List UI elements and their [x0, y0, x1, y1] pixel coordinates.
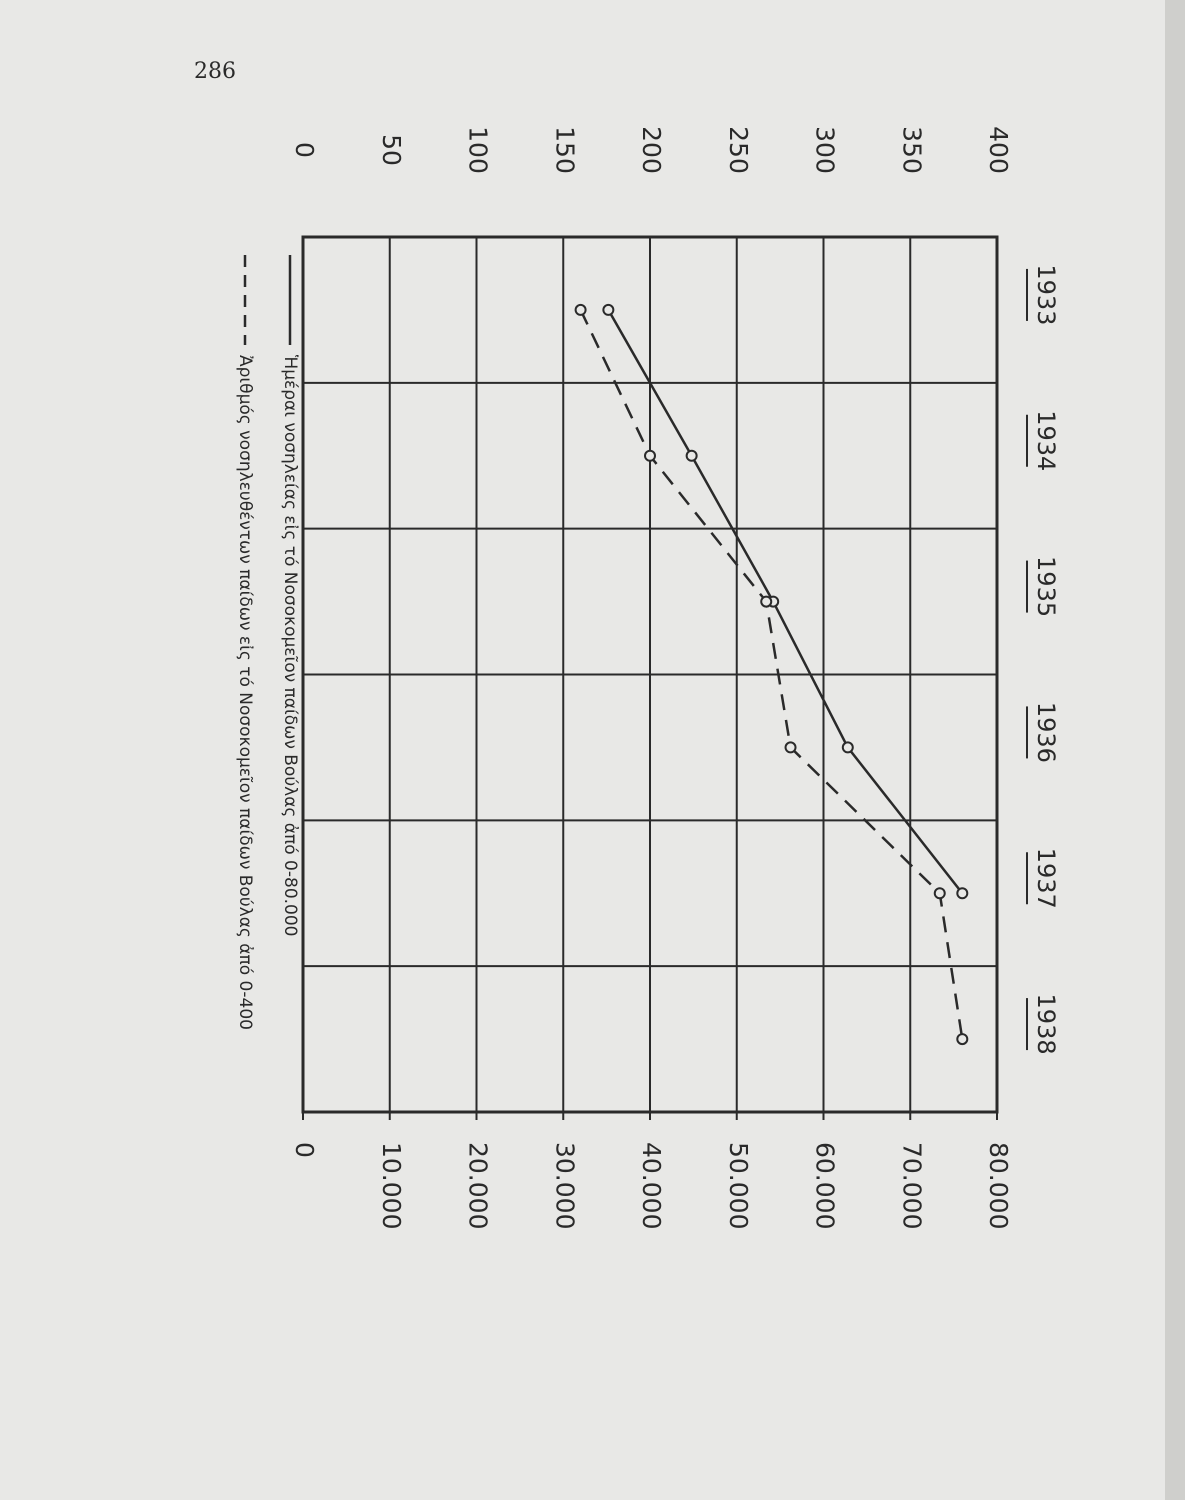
x-tick-label: 1937: [1032, 848, 1060, 909]
point: [956, 887, 969, 900]
series-line: [579, 309, 964, 1040]
x-tick-label: 1936: [1032, 702, 1060, 763]
y2-tick-label: 70.000: [897, 1142, 926, 1229]
y-tick-label: 0: [290, 142, 319, 158]
y2-tick-label: 10.000: [377, 1142, 406, 1229]
point: [602, 303, 615, 316]
y2-tick-label: 60.000: [811, 1142, 840, 1229]
y2-tick-label: 50.000: [724, 1142, 753, 1229]
point: [644, 449, 656, 462]
y-tick-label: 100: [464, 126, 493, 174]
page-edge: [1165, 0, 1185, 1500]
x-tick-label: 1938: [1032, 994, 1060, 1055]
y-tick-label: 200: [637, 126, 666, 174]
page-number: 286: [194, 59, 236, 84]
y-tick-label: 300: [811, 126, 840, 174]
y2-tick-label: 80.000: [984, 1142, 1013, 1229]
point: [933, 887, 946, 900]
point: [841, 741, 854, 754]
point: [574, 303, 587, 316]
legend-label: Ἀριθμός νοσηλευθέντων παίδων εἰς τό Νοσο…: [235, 355, 255, 1030]
legend-label: Ἡμέραι νοσηλείας εἰς τό Νοσοκομεῖον παίδ…: [280, 355, 300, 937]
y-tick-label: 350: [897, 126, 926, 174]
y-tick-label: 400: [984, 126, 1013, 174]
x-tick-label: 1934: [1032, 410, 1060, 471]
y2-tick-label: 30.000: [550, 1142, 579, 1229]
y-tick-label: 250: [724, 126, 753, 174]
point: [784, 741, 797, 754]
y-tick-label: 50: [377, 134, 406, 166]
y-tick-label: 150: [550, 126, 579, 174]
y2-tick-label: 0: [290, 1142, 319, 1158]
y2-tick-label: 40.000: [637, 1142, 666, 1229]
x-tick-label: 1935: [1032, 556, 1060, 617]
point: [685, 449, 698, 462]
point: [760, 595, 773, 608]
point: [956, 1033, 969, 1046]
y2-tick-label: 20.000: [464, 1142, 493, 1229]
x-tick-label: 1933: [1032, 264, 1060, 325]
